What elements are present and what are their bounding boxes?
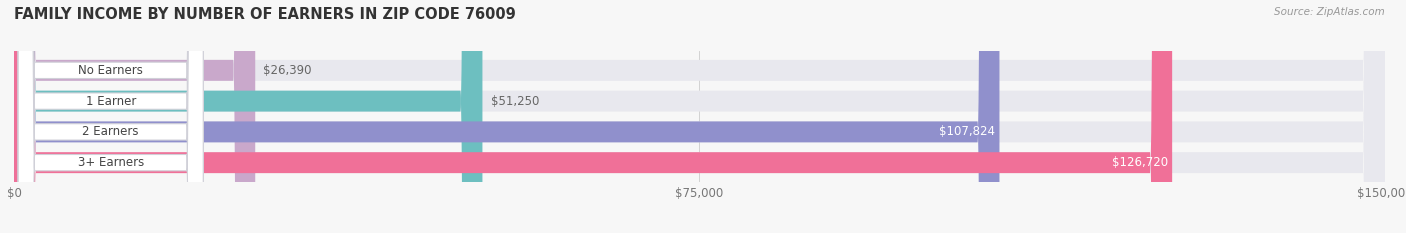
Text: No Earners: No Earners — [79, 64, 143, 77]
FancyBboxPatch shape — [14, 0, 1173, 233]
FancyBboxPatch shape — [14, 0, 1385, 233]
FancyBboxPatch shape — [14, 0, 1385, 233]
Text: FAMILY INCOME BY NUMBER OF EARNERS IN ZIP CODE 76009: FAMILY INCOME BY NUMBER OF EARNERS IN ZI… — [14, 7, 516, 22]
Text: $107,824: $107,824 — [939, 125, 995, 138]
FancyBboxPatch shape — [14, 0, 1385, 233]
FancyBboxPatch shape — [18, 0, 204, 233]
Text: Source: ZipAtlas.com: Source: ZipAtlas.com — [1274, 7, 1385, 17]
Text: 1 Earner: 1 Earner — [86, 95, 136, 108]
Text: 2 Earners: 2 Earners — [83, 125, 139, 138]
FancyBboxPatch shape — [14, 0, 482, 233]
FancyBboxPatch shape — [18, 0, 204, 233]
Text: $51,250: $51,250 — [491, 95, 538, 108]
FancyBboxPatch shape — [18, 0, 204, 233]
Text: $126,720: $126,720 — [1112, 156, 1168, 169]
FancyBboxPatch shape — [14, 0, 256, 233]
Text: 3+ Earners: 3+ Earners — [77, 156, 143, 169]
FancyBboxPatch shape — [18, 0, 204, 233]
FancyBboxPatch shape — [14, 0, 1385, 233]
FancyBboxPatch shape — [14, 0, 1000, 233]
Text: $26,390: $26,390 — [263, 64, 312, 77]
